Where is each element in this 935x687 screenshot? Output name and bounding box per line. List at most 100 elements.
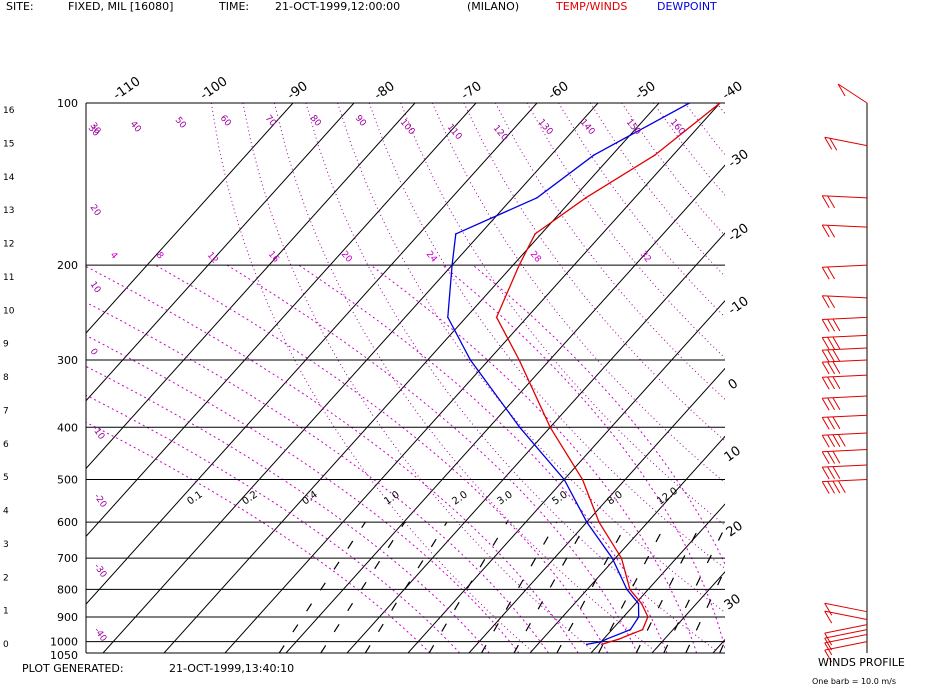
wind-barb xyxy=(821,195,868,209)
isotherm-line xyxy=(468,367,725,653)
profile-point xyxy=(688,103,691,104)
profile-point xyxy=(605,638,608,640)
dry-adiabat-label: 40 xyxy=(128,120,143,135)
dry-adiabat-line xyxy=(843,103,935,651)
height-km-tick: 3 xyxy=(3,540,9,550)
sounding-profiles xyxy=(447,103,721,646)
dry-adiabat-line xyxy=(210,103,532,652)
dry-adiabat-line xyxy=(558,103,725,318)
moist-adiabat-lines xyxy=(86,264,725,653)
left-edge-label: 10 xyxy=(88,280,103,295)
profile-point xyxy=(601,643,603,646)
isotherm-line xyxy=(163,103,660,653)
profile-point xyxy=(637,602,640,605)
isotherm-line xyxy=(774,103,935,653)
pressure-label: 300 xyxy=(57,354,78,367)
height-km-tick: 10 xyxy=(3,306,15,316)
isotherm-label-right: -10 xyxy=(726,294,752,318)
dry-adiabat-label: 130 xyxy=(536,118,555,138)
moist-adiabat-label: 12 xyxy=(205,251,220,266)
profile-point xyxy=(719,103,721,104)
time-value: 21-OCT-1999,12:00:00 xyxy=(275,0,401,13)
profile-point xyxy=(617,638,620,640)
site-label: SITE: xyxy=(6,0,34,13)
wind-barb xyxy=(821,224,868,238)
profile-point xyxy=(637,616,640,618)
isotherm-line xyxy=(835,103,935,653)
dry-adiabat-line xyxy=(242,103,594,652)
isotherm-label-right: -20 xyxy=(726,221,752,245)
winds-profile-title: WINDS PROFILE xyxy=(818,656,905,669)
pressure-label: 600 xyxy=(57,516,78,529)
moist-adiabat-label: 32 xyxy=(638,250,653,265)
isotherm-label-right: 10 xyxy=(722,443,744,465)
isotherm-line xyxy=(86,103,416,470)
mixing-ratio-line xyxy=(480,521,558,653)
pressure-label: 800 xyxy=(57,583,78,596)
moist-adiabat-line xyxy=(370,264,698,653)
pressure-label: 900 xyxy=(57,611,78,624)
isotherm-line xyxy=(86,103,477,538)
mixing-ratio-line xyxy=(278,521,366,653)
profile-point xyxy=(536,197,538,199)
isotherm-line xyxy=(529,435,725,653)
height-km-tick: 4 xyxy=(3,507,9,517)
wind-barb xyxy=(821,295,868,309)
profile-point xyxy=(629,588,631,591)
height-km-tick: 7 xyxy=(3,406,9,416)
dry-adiabat-label: 60 xyxy=(218,114,233,129)
moist-adiabat-line xyxy=(86,365,490,653)
isotherm-label-top: -40 xyxy=(720,79,746,103)
left-edge-label: -30 xyxy=(92,562,109,580)
moist-adiabat-line xyxy=(298,264,668,653)
dry-adiabat-line xyxy=(621,103,725,237)
profile-point xyxy=(641,628,644,631)
profile-point xyxy=(640,602,643,605)
wind-barb xyxy=(821,334,868,350)
mixing-ratio-label: 1.0 xyxy=(382,489,401,507)
mixing-ratio-line xyxy=(719,639,725,653)
height-km-tick: 11 xyxy=(3,273,14,283)
profile-point xyxy=(518,359,520,361)
pressure-label: 1000 xyxy=(50,636,78,649)
dry-adiabat-label: 80 xyxy=(308,114,323,129)
wind-barb xyxy=(821,347,868,363)
dry-adiabat-label: 70 xyxy=(263,114,278,129)
pressure-label: 200 xyxy=(57,259,78,272)
dry-adiabat-label: 90 xyxy=(353,114,368,129)
profile-point xyxy=(586,521,588,523)
pressure-label: 100 xyxy=(57,97,78,110)
dry-adiabat-label: 110 xyxy=(445,123,464,143)
dry-adiabat-label: 150 xyxy=(624,118,643,138)
moist-adiabat-line xyxy=(86,301,549,653)
moist-adiabat-label: 16 xyxy=(266,250,281,265)
wind-barb xyxy=(821,449,868,464)
left-edge-label: 0 xyxy=(88,347,100,358)
profile-point xyxy=(451,264,453,266)
dry-adiabat-line xyxy=(748,103,935,651)
profile-point xyxy=(518,426,521,429)
left-edge-label: -10 xyxy=(90,424,107,442)
wind-barb xyxy=(821,316,868,332)
isotherm-line xyxy=(224,103,721,653)
moist-adiabat-label: 4 xyxy=(108,251,120,262)
legend-temp-winds: TEMP/WINDS xyxy=(556,0,628,13)
site-value: FIXED, MIL [16080] xyxy=(68,0,174,13)
profile-point xyxy=(592,154,595,156)
location-label: (MILANO) xyxy=(467,0,520,13)
profile-point xyxy=(585,643,588,646)
isotherm-label-top: -60 xyxy=(546,79,572,103)
isotherm-label-right: 30 xyxy=(722,591,744,613)
height-km-tick: 12 xyxy=(3,240,14,250)
profile-point xyxy=(534,233,536,235)
wind-barb xyxy=(821,395,868,411)
height-km-tick: 0 xyxy=(3,640,9,650)
dry-adiabat-line xyxy=(589,103,725,278)
dry-adiabat-lines xyxy=(210,103,935,652)
mixing-ratio-label: 2.0 xyxy=(450,489,469,507)
wind-barb xyxy=(824,602,868,616)
isotherm-line xyxy=(651,571,725,653)
profile-point xyxy=(609,640,612,643)
pressure-label: 500 xyxy=(57,473,78,486)
